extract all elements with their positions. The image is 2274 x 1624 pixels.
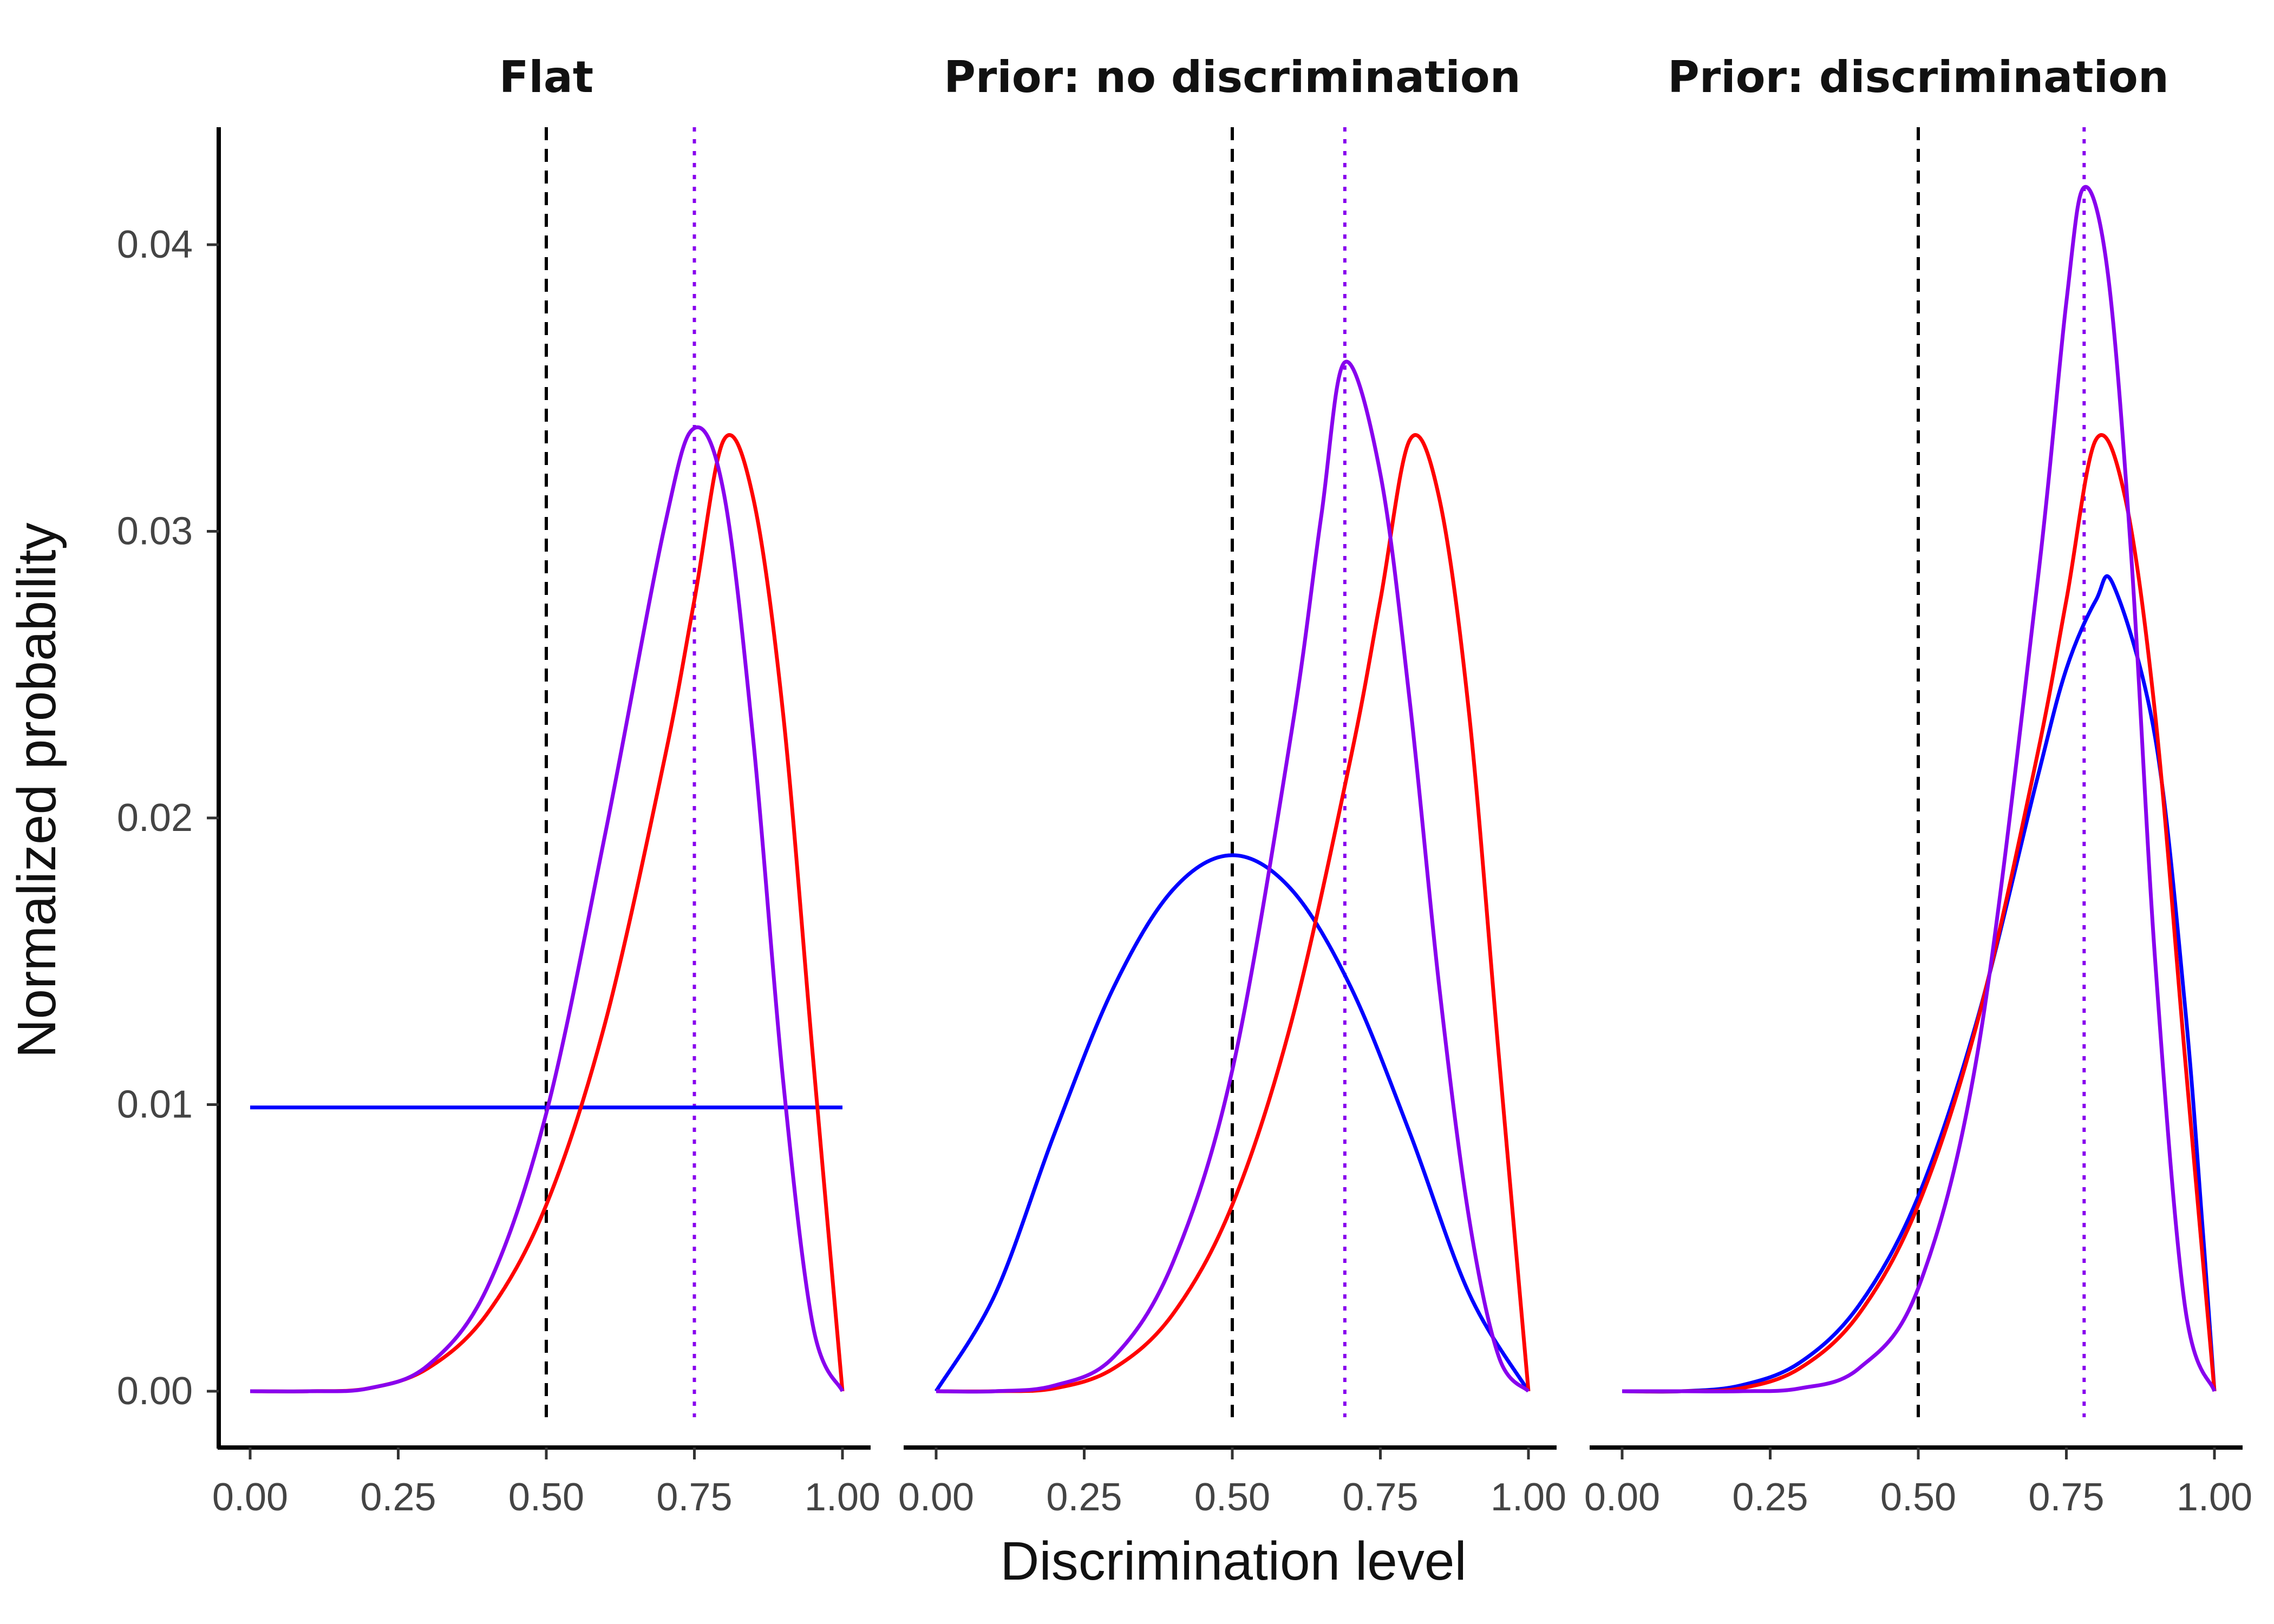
x-tick-label: 0.75 [2028,1476,2104,1519]
x-tick-label: 0.25 [1046,1476,1122,1519]
likelihood-curve [936,433,1531,1393]
panel-3: Prior: discrimination 0.00 0.25 0.50 0.75 1.0… [1584,52,2252,1519]
posterior-curve [1622,185,2217,1393]
x-axis-title: Discrimination level [1000,1531,1466,1592]
x-tick-label: 0.25 [1732,1476,1808,1519]
panel-1: Flat 0.00 0.25 0.50 0.75 1.00 [212,52,880,1519]
y-tick-label: 0.03 [117,510,193,553]
likelihood-curve [250,433,845,1393]
x-tick-label: 1.00 [805,1476,880,1519]
prior-curve [935,853,1530,1392]
x-tick-label: 0.00 [1584,1476,1660,1519]
x-tick-label: 0.50 [1880,1476,1956,1519]
prior-curve [1622,574,2217,1394]
y-axis-title: Normalized probability [6,522,67,1058]
x-tick-label: 0.50 [1194,1476,1270,1519]
x-tick-label: 0.75 [656,1476,732,1519]
posterior-curve [250,425,845,1393]
likelihood-curve [1622,433,2217,1393]
y-tick-label: 0.01 [117,1083,193,1127]
y-tick-label: 0.02 [117,796,193,840]
panel-title: Flat [499,52,593,102]
panels-layer: 0.00 0.01 0.02 0.03 0.04 Flat 0.00 0.25 0.50 0.75… [117,52,2252,1519]
x-tick-label: 1.00 [1491,1476,1566,1519]
x-tick-label: 0.75 [1342,1476,1418,1519]
x-tick-label: 0.50 [508,1476,584,1519]
panel-title: Prior: no discrimination [944,52,1520,102]
panel-2: Prior: no discrimination 0.00 0.25 0.50 0.75… [898,52,1566,1519]
panel-title: Prior: discrimination [1668,52,2169,102]
x-tick-label: 0.00 [898,1476,974,1519]
x-tick-label: 0.25 [360,1476,436,1519]
y-tick-label: 0.00 [117,1370,193,1413]
x-tick-label: 0.00 [212,1476,288,1519]
y-tick-label: 0.04 [117,223,193,266]
x-tick-label: 1.00 [2177,1476,2252,1519]
posterior-curve [936,359,1530,1394]
